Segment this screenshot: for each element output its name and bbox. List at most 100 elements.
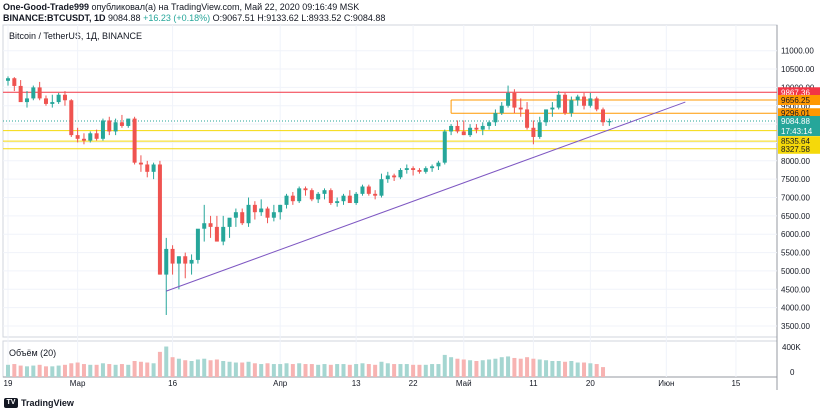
candle-down[interactable] <box>62 94 67 101</box>
candle-down[interactable] <box>328 190 333 204</box>
candle-up[interactable] <box>246 204 251 224</box>
candle-up[interactable] <box>24 98 29 103</box>
candle-up[interactable] <box>278 204 283 213</box>
candle-down[interactable] <box>461 131 466 136</box>
candle-up[interactable] <box>430 166 435 169</box>
candle-up[interactable] <box>227 217 232 227</box>
candle-up[interactable] <box>164 248 169 275</box>
candle-up[interactable] <box>284 195 289 205</box>
candle-up[interactable] <box>385 175 390 180</box>
candle-up[interactable] <box>354 193 359 204</box>
candle-down[interactable] <box>290 195 295 202</box>
candle-down[interactable] <box>208 223 213 227</box>
candle-up[interactable] <box>341 195 346 202</box>
candle-up[interactable] <box>126 118 131 126</box>
candle-up[interactable] <box>588 98 593 106</box>
candle-up[interactable] <box>151 164 156 172</box>
candle-up[interactable] <box>449 125 454 132</box>
candle-down[interactable] <box>265 208 270 218</box>
candle-up[interactable] <box>550 107 555 110</box>
candle-up[interactable] <box>176 256 181 264</box>
candle-up[interactable] <box>499 105 504 114</box>
candle-up[interactable] <box>189 259 194 264</box>
candle-up[interactable] <box>575 96 580 101</box>
candle-up[interactable] <box>6 78 10 81</box>
candle-down[interactable] <box>373 193 378 196</box>
candle-up[interactable] <box>468 127 473 136</box>
candle-down[interactable] <box>525 109 530 128</box>
candle-down[interactable] <box>170 248 175 264</box>
candle-up[interactable] <box>506 92 511 106</box>
candle-up[interactable] <box>487 122 492 126</box>
candle-up[interactable] <box>335 201 340 204</box>
candle-down[interactable] <box>252 204 257 213</box>
candle-down[interactable] <box>94 133 99 139</box>
candle-down[interactable] <box>455 125 460 132</box>
candle-down[interactable] <box>366 186 371 194</box>
candle-down[interactable] <box>37 87 42 99</box>
candle-up[interactable] <box>436 162 441 167</box>
candle-down[interactable] <box>43 98 48 104</box>
candle-down[interactable] <box>303 188 308 191</box>
candle-up[interactable] <box>404 168 409 170</box>
candle-down[interactable] <box>392 175 397 178</box>
candle-up[interactable] <box>556 94 561 108</box>
candle-down[interactable] <box>81 138 86 141</box>
candle-up[interactable] <box>544 109 549 123</box>
candle-down[interactable] <box>18 85 23 103</box>
candle-down[interactable] <box>138 162 143 165</box>
candle-down[interactable] <box>132 118 137 163</box>
candle-down[interactable] <box>474 127 479 130</box>
candle-down[interactable] <box>594 98 599 110</box>
tradingview-logo[interactable]: TV TradingView <box>4 398 74 408</box>
candle-up[interactable] <box>316 193 321 200</box>
candle-down[interactable] <box>411 168 416 170</box>
candle-down[interactable] <box>240 212 245 224</box>
candle-up[interactable] <box>233 212 238 218</box>
candle-up[interactable] <box>360 186 365 194</box>
candle-down[interactable] <box>518 107 523 110</box>
candle-down[interactable] <box>75 135 80 139</box>
candle-up[interactable] <box>322 190 327 194</box>
author-name[interactable]: One-Good-Trade999 <box>3 2 90 12</box>
candle-down[interactable] <box>531 127 536 137</box>
price-chart[interactable]: Bitcoin / TetherUS, 1Д, BINANCE Объём (2… <box>0 0 820 398</box>
candle-up[interactable] <box>88 133 93 141</box>
candle-down[interactable] <box>512 92 517 108</box>
candle-up[interactable] <box>221 226 226 242</box>
candle-down[interactable] <box>582 96 587 106</box>
candle-up[interactable] <box>31 87 36 99</box>
candle-up[interactable] <box>113 122 118 132</box>
candle-up[interactable] <box>259 208 264 213</box>
candle-down[interactable] <box>145 164 150 172</box>
candle-down[interactable] <box>347 195 352 204</box>
trendline[interactable] <box>166 101 686 292</box>
candle-up[interactable] <box>195 228 200 260</box>
candle-up[interactable] <box>56 94 61 103</box>
candle-up[interactable] <box>50 102 55 104</box>
candle-up[interactable] <box>442 131 447 163</box>
candle-up[interactable] <box>297 188 302 202</box>
candle-up[interactable] <box>493 113 498 123</box>
candle-up[interactable] <box>379 179 384 196</box>
candle-up[interactable] <box>607 120 612 123</box>
candle-up[interactable] <box>202 223 207 229</box>
candle-up[interactable] <box>569 100 574 114</box>
candle-down[interactable] <box>309 190 314 200</box>
candle-up[interactable] <box>100 120 105 139</box>
candle-down[interactable] <box>601 109 606 123</box>
candle-up[interactable] <box>271 212 276 218</box>
candle-down[interactable] <box>69 100 74 136</box>
candle-down[interactable] <box>563 94 568 114</box>
candle-up[interactable] <box>398 169 403 178</box>
candle-up[interactable] <box>423 168 428 172</box>
candle-down[interactable] <box>214 226 219 242</box>
candle-up[interactable] <box>537 122 542 137</box>
candle-down[interactable] <box>417 169 422 172</box>
candle-down[interactable] <box>119 122 124 126</box>
candle-up[interactable] <box>480 125 485 130</box>
candle-down[interactable] <box>12 78 17 86</box>
candle-down[interactable] <box>183 256 188 264</box>
candle-down[interactable] <box>157 164 162 275</box>
candle-down[interactable] <box>107 120 112 132</box>
